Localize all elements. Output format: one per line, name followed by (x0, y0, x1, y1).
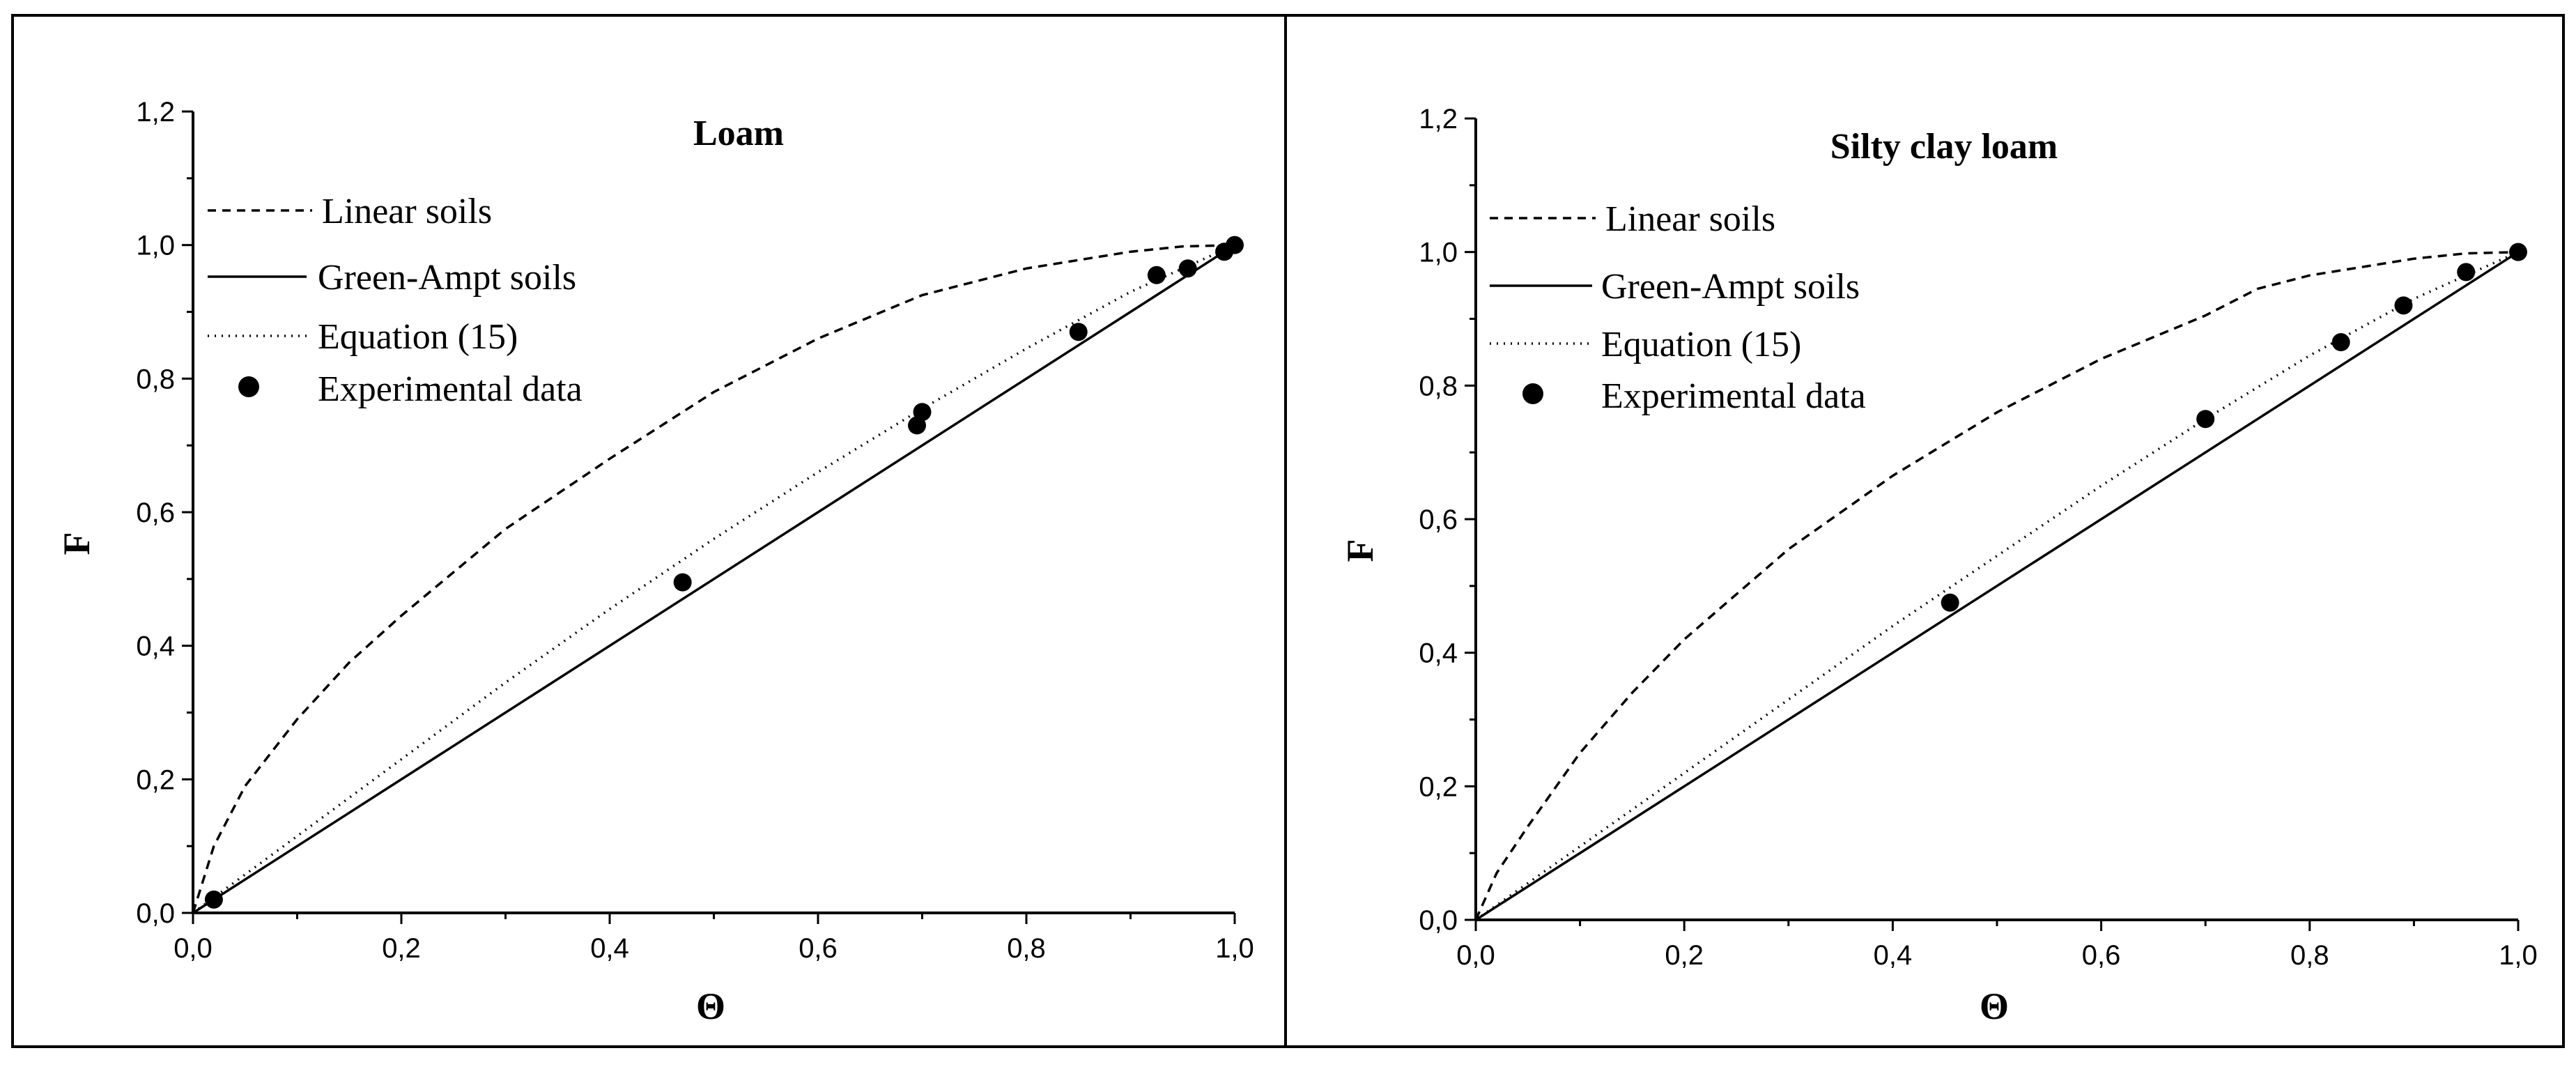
legend-item-experimental: Experimental data (238, 369, 583, 409)
axes: 0,0 0,2 0,4 0,6 0,8 1,0 1,2 0,0 0,2 0,4 0,6 0,8 1,0 (136, 97, 1254, 964)
x-axis-label: Θ (1980, 985, 2009, 1027)
y-axis-label: F (1339, 539, 1381, 562)
x-tick-label: 0,8 (1007, 933, 1046, 964)
data-point (2509, 243, 2527, 261)
y-tick-label: 0,4 (136, 631, 175, 662)
x-tick-label: 1,0 (2499, 940, 2538, 971)
x-tick-label: 0,4 (1874, 940, 1913, 971)
legend: Linear soils Green-Ampt soils Equation (… (1490, 199, 1866, 416)
legend-item-linear: Linear soils (1490, 199, 1775, 239)
x-tick-label: 0,8 (2290, 940, 2329, 971)
series-line-dashed (1474, 250, 2519, 921)
legend-swatch-marker (1522, 383, 1543, 404)
legend-item-experimental: Experimental data (1522, 376, 1866, 416)
legend-swatch-marker (238, 376, 259, 397)
x-tick-label: 1,0 (1215, 933, 1254, 964)
y-tick-label: 0,0 (1419, 905, 1458, 936)
chart-panel-loam: Loam F Θ Linear soils Green-Ampt soils E… (56, 97, 1254, 1027)
y-tick-label: 0,8 (136, 364, 175, 394)
y-axis-label: F (56, 532, 98, 555)
x-tick-label: 0,0 (173, 933, 213, 964)
y-tick-label: 0,2 (1419, 771, 1458, 802)
chart-title: Loam (693, 114, 784, 153)
y-tick-label: 0,6 (136, 498, 175, 528)
series-line-solid (1475, 251, 2519, 921)
legend-item-green-ampt: Green-Ampt soils (208, 258, 576, 298)
y-tick-label: 0,6 (1419, 505, 1458, 535)
x-axis-label: Θ (696, 985, 725, 1027)
series-experimental-data (204, 236, 1244, 909)
data-point (1941, 593, 1959, 612)
x-tick-label: 0,4 (590, 933, 629, 964)
data-point (1178, 259, 1197, 278)
y-tick-label: 0,8 (1419, 371, 1458, 401)
y-tick-label: 1,2 (136, 97, 175, 128)
data-point (2196, 410, 2215, 429)
series-experimental-data (1941, 243, 2527, 612)
data-point (2457, 263, 2476, 282)
chart-title: Silty clay loam (1830, 127, 2058, 167)
y-tick-label: 1,0 (136, 231, 175, 261)
legend-label: Experimental data (318, 369, 583, 409)
legend-item-equation: Equation (15) (1490, 325, 1801, 364)
y-tick-label: 0,2 (136, 764, 175, 795)
series-line-solid (192, 244, 1235, 914)
chart-panel-silty-clay-loam: Silty clay loam F Θ Linear soils Green-A… (1339, 104, 2538, 1027)
x-tick-label: 0,0 (1456, 940, 1495, 971)
x-tick-label: 0,6 (2082, 940, 2121, 971)
y-tick-label: 1,0 (1419, 238, 1458, 268)
series-line-dashed (192, 243, 1235, 914)
axes: 0,0 0,2 0,4 0,6 0,8 1,0 1,2 0,0 0,2 0,4 0,6 0,8 1,0 (1419, 104, 2537, 971)
legend-item-linear: Linear soils (208, 192, 492, 231)
series-line-dotted (192, 244, 1235, 914)
x-tick-label: 0,2 (382, 933, 421, 964)
x-tick-label: 0,2 (1665, 940, 1704, 971)
legend-label: Equation (15) (1601, 325, 1801, 364)
legend-item-equation: Equation (15) (208, 317, 518, 357)
y-tick-label: 1,2 (1419, 104, 1458, 134)
figure-frame (11, 14, 2565, 1048)
x-tick-label: 0,6 (799, 933, 838, 964)
legend-label: Green-Ampt soils (1601, 267, 1860, 307)
data-point (2394, 296, 2413, 315)
y-tick-label: 0,0 (136, 898, 175, 929)
legend-item-green-ampt: Green-Ampt soils (1490, 267, 1860, 307)
y-tick-label: 0,4 (1419, 638, 1458, 669)
data-point (673, 573, 692, 592)
legend-label: Linear soils (1605, 199, 1775, 239)
data-point (1147, 266, 1166, 284)
legend-label: Equation (15) (318, 317, 518, 357)
legend-label: Green-Ampt soils (318, 258, 576, 298)
data-point (1226, 236, 1244, 254)
legend-label: Experimental data (1601, 376, 1866, 416)
data-point (1069, 323, 1088, 341)
data-point (204, 890, 223, 909)
data-point (913, 403, 932, 422)
legend-label: Linear soils (322, 192, 492, 231)
data-point (2331, 333, 2350, 352)
legend: Linear soils Green-Ampt soils Equation (… (208, 192, 583, 409)
